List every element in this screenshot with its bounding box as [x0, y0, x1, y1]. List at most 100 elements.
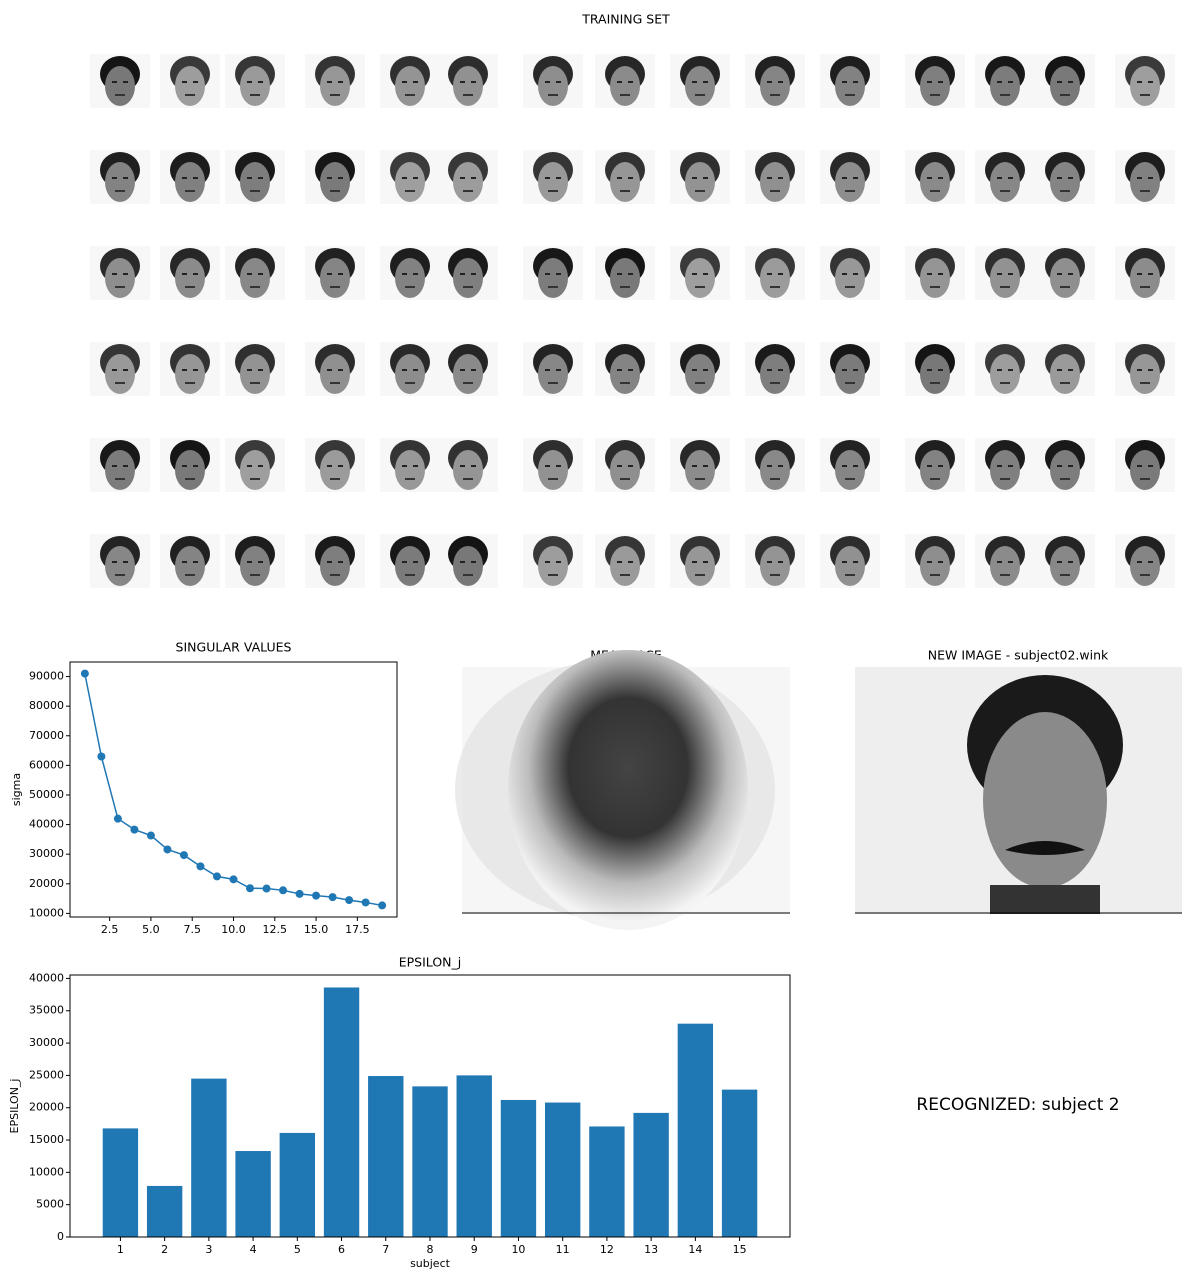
- skin: [395, 354, 425, 394]
- marker: [130, 825, 139, 834]
- face-thumb: [745, 438, 805, 492]
- skin: [453, 258, 483, 298]
- face-thumb: [225, 54, 285, 108]
- skin: [175, 546, 205, 586]
- mean-face-image: [455, 650, 790, 930]
- face-thumb: [745, 150, 805, 204]
- marker: [262, 884, 271, 893]
- skin: [175, 450, 205, 490]
- face-thumb: [225, 534, 285, 588]
- marker: [361, 898, 370, 907]
- face-thumb: [225, 438, 285, 492]
- line: [84, 673, 383, 907]
- y-tick-label: 10000: [29, 906, 64, 919]
- face-thumb: [90, 246, 150, 300]
- skin: [610, 162, 640, 202]
- face-thumb: [745, 534, 805, 588]
- skin: [685, 162, 715, 202]
- face-thumb: [160, 54, 220, 108]
- skin: [240, 546, 270, 586]
- face-thumb: [1115, 342, 1175, 396]
- bar: [102, 1128, 139, 1237]
- axes-frame: [69, 974, 791, 1238]
- skin: [610, 450, 640, 490]
- x-tick-label: 11: [556, 1243, 570, 1256]
- marker: [295, 889, 304, 898]
- chart-title: SINGULAR VALUES: [176, 640, 292, 655]
- skin: [1050, 450, 1080, 490]
- skin: [990, 354, 1020, 394]
- face-thumb: [305, 534, 365, 588]
- y-tick-label: 25000: [29, 1068, 64, 1081]
- face-thumb: [523, 246, 583, 300]
- y-tick-label: 20000: [29, 877, 64, 890]
- face-thumb: [820, 534, 880, 588]
- face-thumb: [380, 342, 440, 396]
- skin: [835, 66, 865, 106]
- skin: [240, 354, 270, 394]
- skin: [990, 258, 1020, 298]
- face-thumb: [380, 54, 440, 108]
- face-thumb: [380, 150, 440, 204]
- bar: [279, 1132, 316, 1237]
- marker: [80, 669, 89, 678]
- face-thumb: [670, 342, 730, 396]
- skin: [105, 354, 135, 394]
- skin: [175, 66, 205, 106]
- marker: [328, 893, 337, 902]
- face-thumb: [595, 342, 655, 396]
- skin: [538, 546, 568, 586]
- skin: [835, 162, 865, 202]
- face-thumb: [1035, 342, 1095, 396]
- face-thumb: [1115, 246, 1175, 300]
- face-thumb: [820, 150, 880, 204]
- bar: [146, 1185, 183, 1237]
- face-thumb: [1115, 438, 1175, 492]
- x-tick-label: 2.5: [101, 923, 119, 936]
- x-tick-label: 6: [338, 1243, 345, 1256]
- skin: [685, 66, 715, 106]
- skin: [538, 66, 568, 106]
- face-thumb: [225, 150, 285, 204]
- skin: [320, 354, 350, 394]
- marker: [212, 872, 221, 881]
- skin: [240, 66, 270, 106]
- skin: [685, 354, 715, 394]
- skin: [320, 162, 350, 202]
- skin: [1050, 354, 1080, 394]
- skin: [920, 354, 950, 394]
- skin: [990, 162, 1020, 202]
- x-tick-label: 12: [600, 1243, 614, 1256]
- face-thumb: [305, 54, 365, 108]
- skin: [175, 258, 205, 298]
- face-thumb: [523, 438, 583, 492]
- skin: [105, 66, 135, 106]
- face-thumb: [438, 342, 498, 396]
- face-thumb: [523, 342, 583, 396]
- skin: [835, 450, 865, 490]
- skin: [105, 258, 135, 298]
- y-axis-label: sigma: [10, 773, 23, 806]
- marker: [113, 814, 122, 823]
- skin: [685, 450, 715, 490]
- marker: [196, 862, 205, 871]
- x-axis-label: subject: [410, 1257, 451, 1270]
- face-thumb: [305, 150, 365, 204]
- skin: [453, 354, 483, 394]
- marker: [378, 901, 387, 910]
- skin: [105, 546, 135, 586]
- face-thumb: [1035, 150, 1095, 204]
- skin: [1130, 354, 1160, 394]
- skin: [835, 258, 865, 298]
- face-thumb: [595, 534, 655, 588]
- skin: [610, 546, 640, 586]
- y-tick-label: 90000: [29, 670, 64, 683]
- face-thumb: [595, 246, 655, 300]
- x-tick-label: 12.5: [263, 923, 288, 936]
- skin: [538, 450, 568, 490]
- skin: [395, 162, 425, 202]
- face-thumb: [523, 534, 583, 588]
- bar: [412, 1086, 448, 1237]
- skin: [760, 450, 790, 490]
- face-thumb: [523, 54, 583, 108]
